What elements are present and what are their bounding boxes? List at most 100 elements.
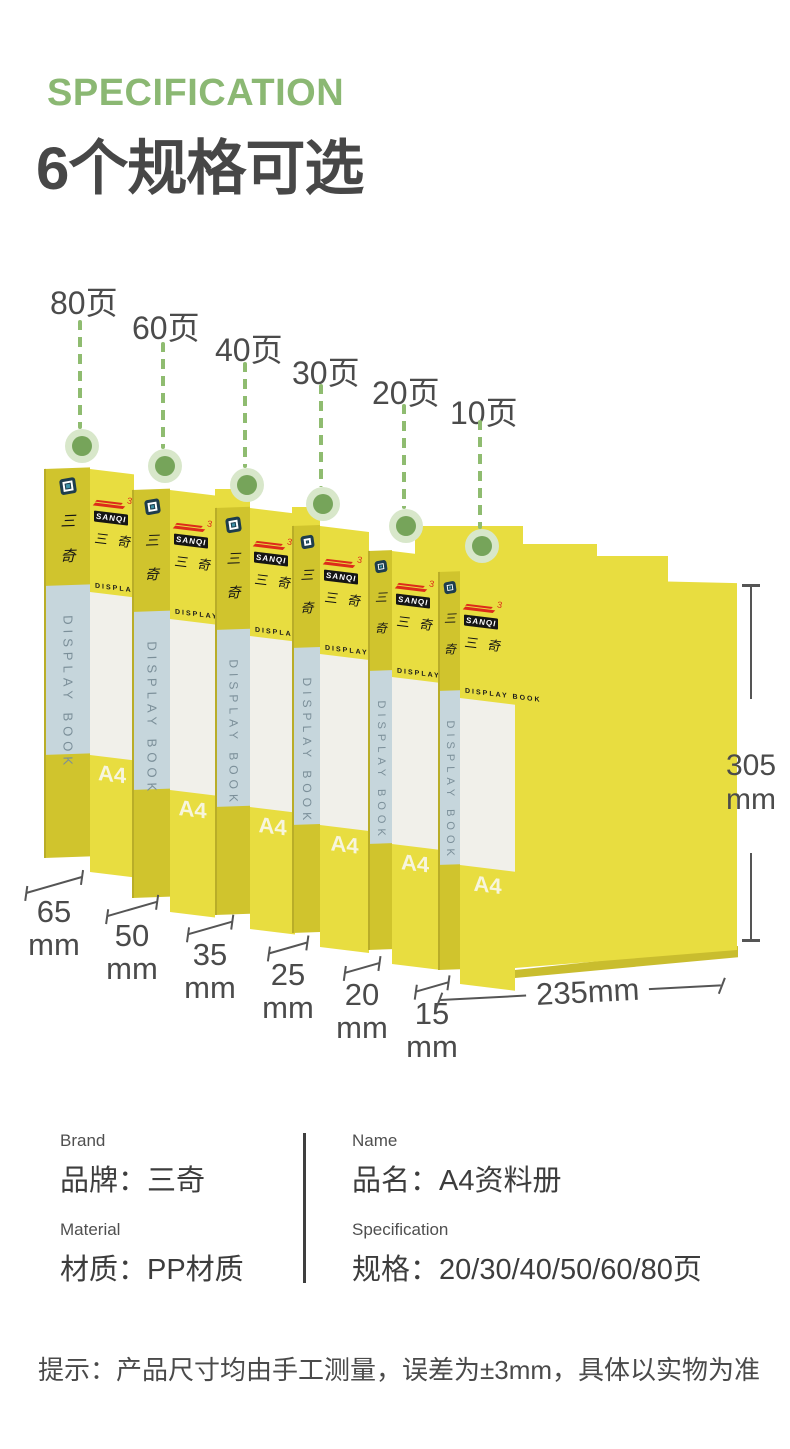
brand-square-icon	[143, 498, 161, 516]
marker-dot-10	[465, 529, 499, 563]
spine-brand-characters: 三奇	[226, 551, 241, 602]
front-white-panel	[90, 591, 134, 761]
front-a4-label: A4	[400, 849, 430, 878]
material-label-en: Material	[60, 1220, 121, 1239]
binder-spine: 三奇 DISPLAY BOOK	[132, 488, 170, 898]
height-dimension-305mm: 305 mm	[726, 584, 776, 942]
binder-spine: 三奇 DISPLAY BOOK	[215, 506, 250, 915]
binder-spine: 三奇 DISPLAY BOOK	[44, 467, 90, 858]
spine-top: 三奇	[370, 550, 392, 670]
spine-band: DISPLAY BOOK	[217, 628, 250, 807]
width-dimension-label: 235mm	[535, 971, 641, 1013]
front-a4-label: A4	[178, 794, 207, 824]
thickness-callout-15mm: 15 mm	[394, 981, 470, 1062]
dimension-line	[440, 994, 527, 1002]
logo-wordmark: SANQI	[254, 551, 289, 567]
sanqi-logo: 3 SANQI 三奇	[172, 518, 212, 574]
height-dimension-unit: mm	[726, 783, 776, 816]
brand-square-icon	[58, 476, 78, 496]
spine-display-book-text: DISPLAY BOOK	[60, 614, 76, 771]
brand-value: 品牌：三奇	[60, 1165, 206, 1197]
sanqi-logo: 3 SANQI 三奇	[252, 536, 292, 592]
marker-dot-60	[148, 449, 182, 483]
spine-band: DISPLAY BOOK	[294, 647, 320, 825]
thickness-callout-50mm: 50 mm	[94, 900, 170, 984]
sanqi-logo: 3 SANQI 三奇	[92, 495, 132, 552]
thickness-callout-20mm: 20 mm	[324, 962, 400, 1043]
sanqi-logo: 3 SANQI 三奇	[322, 554, 362, 610]
front-a4-label: A4	[258, 812, 287, 841]
marker-dot-30	[306, 487, 340, 521]
name-label-en: Name	[352, 1131, 398, 1150]
front-a4-label: A4	[97, 760, 127, 789]
info-divider	[303, 1133, 306, 1283]
dimension-tick-line	[106, 900, 158, 918]
dimension-end-bar	[742, 584, 760, 587]
specification-label-en: Specification	[352, 1220, 449, 1239]
binder-front: 3 SANQI 三奇 DISPLAY BOOK A4	[460, 572, 542, 991]
brand-square-icon	[225, 516, 242, 534]
spine-display-book-text: DISPLAY BOOK	[444, 720, 456, 862]
leader-dash-80	[78, 320, 82, 429]
dimension-end-bar	[742, 939, 760, 942]
dimension-tick-line	[344, 962, 380, 974]
binder-front: 3 SANQI 三奇 DISPLAY BOOK A4	[320, 526, 402, 954]
logo-brand-characters: 三奇	[254, 572, 291, 592]
spine-band: DISPLAY BOOK	[46, 584, 90, 771]
thickness-callout-25mm: 25 mm	[250, 941, 326, 1023]
binder-spine: 三奇 DISPLAY BOOK	[292, 525, 320, 933]
spine-top: 三奇	[217, 507, 250, 630]
leader-dash-60	[161, 342, 165, 449]
spine-band: DISPLAY BOOK	[134, 611, 170, 797]
spine-brand-characters: 三奇	[374, 590, 387, 636]
front-a4-label: A4	[473, 870, 502, 899]
logo-wordmark: SANQI	[324, 569, 359, 585]
spine-top: 三奇	[440, 571, 460, 691]
binder-front: 3 SANQI 三奇 DISPLAY BOOK A4	[170, 490, 252, 918]
logo-brand-characters: 三奇	[396, 614, 433, 634]
spine-top: 三奇	[46, 467, 90, 585]
logo-brand-characters: 三奇	[464, 635, 501, 655]
brand-square-icon	[299, 534, 315, 550]
logo-brand-characters: 三奇	[174, 554, 211, 574]
binder-front-cover	[515, 578, 737, 968]
thickness-callout-65mm: 65 mm	[16, 876, 92, 960]
leader-dash-30	[319, 384, 323, 487]
front-white-panel	[392, 676, 438, 850]
binder-front: 3 SANQI 三奇 DISPLAY BOOK A4	[250, 508, 332, 935]
marker-dot-80	[65, 429, 99, 463]
binder-front: 3 SANQI 三奇 DISPLAY BOOK A4	[90, 469, 172, 878]
dimension-tick-line	[25, 876, 83, 894]
marker-dot-20	[389, 509, 423, 543]
pages-label-40: 40页	[215, 332, 283, 368]
logo-brand-characters: 三奇	[324, 590, 361, 610]
front-white-panel	[320, 654, 369, 831]
spine-display-book-text: DISPLAY BOOK	[375, 700, 387, 841]
specification-value: 规格：20/30/40/50/60/80页	[352, 1254, 702, 1286]
logo-brand-characters: 三奇	[94, 531, 131, 552]
footer-note: 提示：产品尺寸均由手工测量，误差为±3mm，具体以实物为准	[38, 1355, 761, 1385]
spine-top: 三奇	[294, 525, 320, 648]
sanqi-logo: 3 SANQI 三奇	[462, 599, 502, 655]
height-dimension-value: 305	[725, 749, 777, 782]
leader-dash-20	[402, 404, 406, 509]
marker-dot-40	[230, 468, 264, 502]
spine-brand-characters: 三奇	[443, 611, 456, 657]
thickness-callout-35mm: 35 mm	[172, 920, 248, 1003]
spine-brand-characters: 三奇	[145, 533, 159, 584]
leader-dash-40	[243, 362, 247, 468]
dimension-tick-line	[187, 920, 233, 936]
name-value: 品名：A4资料册	[352, 1165, 562, 1197]
pages-label-60: 60页	[132, 310, 200, 346]
brand-label-en: Brand	[60, 1131, 106, 1150]
binder-spine: 三奇 DISPLAY BOOK	[438, 571, 460, 970]
front-white-panel	[250, 636, 295, 813]
front-white-panel	[460, 697, 515, 872]
pages-label-30: 30页	[292, 355, 360, 391]
logo-wordmark: SANQI	[174, 533, 209, 549]
section-eyebrow: SPECIFICATION	[47, 72, 345, 114]
spine-display-book-text: DISPLAY BOOK	[300, 677, 314, 826]
brand-square-icon	[374, 559, 388, 574]
spine-band: DISPLAY BOOK	[440, 690, 460, 865]
